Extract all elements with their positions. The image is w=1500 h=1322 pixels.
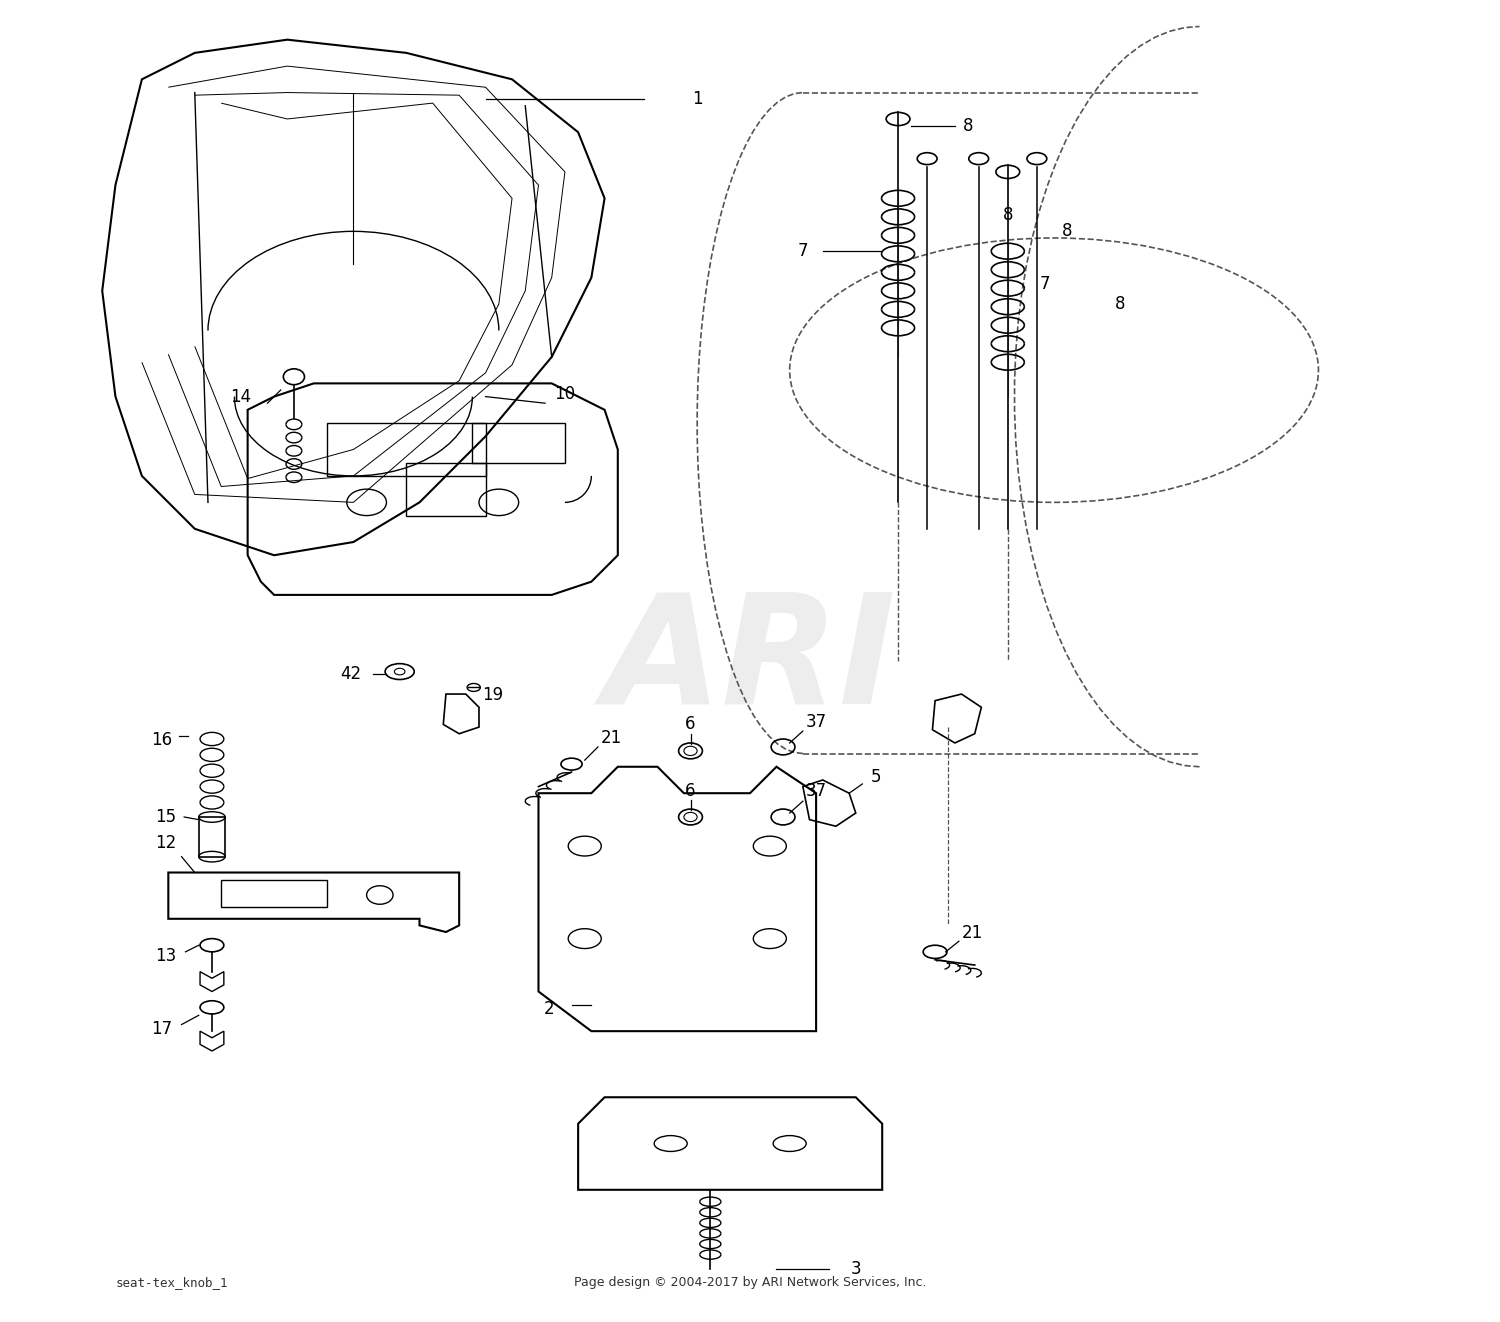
Bar	[327, 423, 486, 476]
Text: 8: 8	[1002, 206, 1013, 225]
Bar	[198, 817, 225, 857]
Text: 7: 7	[1040, 275, 1050, 293]
Text: 37: 37	[806, 781, 826, 800]
Text: 8: 8	[1062, 222, 1072, 241]
Bar	[406, 463, 486, 516]
Text: 14: 14	[231, 387, 252, 406]
Text: 37: 37	[806, 713, 826, 731]
Text: 12: 12	[154, 834, 177, 853]
Text: 10: 10	[555, 385, 576, 403]
Text: ARI: ARI	[603, 587, 897, 735]
Text: 42: 42	[340, 665, 362, 683]
Text: 7: 7	[798, 242, 808, 260]
Text: seat-tex_knob_1: seat-tex_knob_1	[116, 1276, 228, 1289]
Text: Page design © 2004-2017 by ARI Network Services, Inc.: Page design © 2004-2017 by ARI Network S…	[573, 1276, 926, 1289]
Text: 19: 19	[482, 686, 502, 705]
Text: 17: 17	[152, 1019, 172, 1038]
Text: 3: 3	[850, 1260, 861, 1278]
Text: 5: 5	[870, 768, 880, 787]
Text: 15: 15	[154, 808, 176, 826]
Text: 6: 6	[686, 781, 696, 800]
Text: 1: 1	[692, 90, 702, 108]
Text: 8: 8	[1114, 295, 1125, 313]
Text: 2: 2	[543, 999, 555, 1018]
Text: 13: 13	[154, 947, 177, 965]
Bar	[220, 880, 327, 907]
Text: 21: 21	[962, 924, 982, 943]
Text: 6: 6	[686, 715, 696, 734]
Text: 8: 8	[963, 116, 974, 135]
Text: 16: 16	[152, 731, 172, 750]
Bar	[472, 423, 566, 463]
Text: 21: 21	[600, 728, 622, 747]
